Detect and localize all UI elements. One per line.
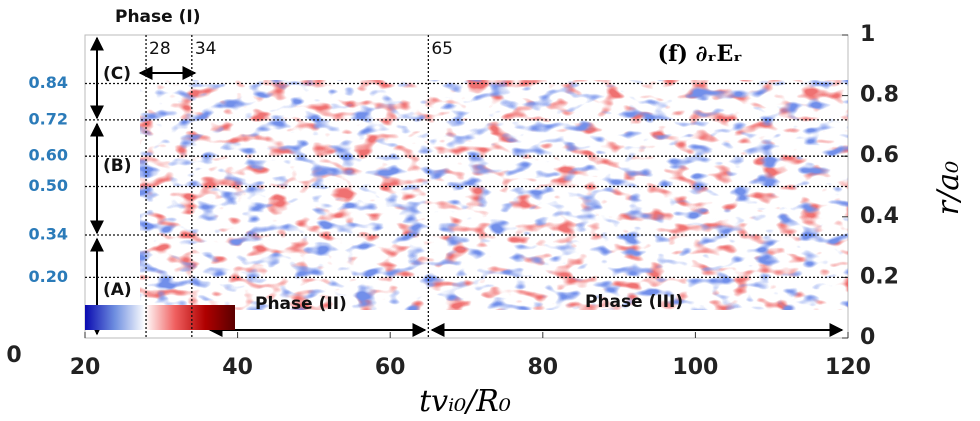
time-marker-label: 65 xyxy=(431,39,453,59)
x-axis-label: tvᵢ₀/R₀ xyxy=(419,384,511,419)
y-tick-label: 0.8 xyxy=(860,83,899,108)
field-texture xyxy=(140,80,848,310)
time-marker-label: 34 xyxy=(195,39,217,59)
y-tick-label: 0 xyxy=(860,325,875,350)
region-label: (B) xyxy=(103,156,132,176)
left-tick-label: 0.34 xyxy=(29,224,68,243)
phase-label: Phase (I) xyxy=(115,7,200,27)
colorbar xyxy=(85,305,235,330)
left-tick-label: 0.84 xyxy=(29,73,68,92)
x-tick-label: 60 xyxy=(375,355,406,380)
x-tick-label: 80 xyxy=(527,355,558,380)
phase-label: Phase (II) xyxy=(255,294,347,314)
left-tick-label: 0.72 xyxy=(29,109,68,128)
region-label: (C) xyxy=(103,64,131,84)
x-tick-label: 20 xyxy=(70,355,101,380)
left-tick-label: 0.60 xyxy=(29,146,68,165)
x-tick-label: 120 xyxy=(825,355,871,380)
phase-label: Phase (III) xyxy=(585,292,683,312)
y-tick-label: 1 xyxy=(860,22,875,47)
time-marker-label: 28 xyxy=(149,39,171,59)
left-tick-label: 0.50 xyxy=(29,176,68,195)
x-tick-label: 100 xyxy=(672,355,718,380)
panel-title: (f) ∂ᵣEᵣ xyxy=(658,41,743,67)
region-label: (A) xyxy=(103,280,132,300)
y-tick-label: 0.6 xyxy=(860,143,899,168)
x-tick-label: 40 xyxy=(222,355,253,380)
y-tick-label: 0.2 xyxy=(860,264,899,289)
y-axis-label: r/a₀ xyxy=(931,161,966,215)
origin-label: 0 xyxy=(6,343,21,368)
y-tick-label: 0.4 xyxy=(860,204,899,229)
left-tick-label: 0.20 xyxy=(29,267,68,286)
